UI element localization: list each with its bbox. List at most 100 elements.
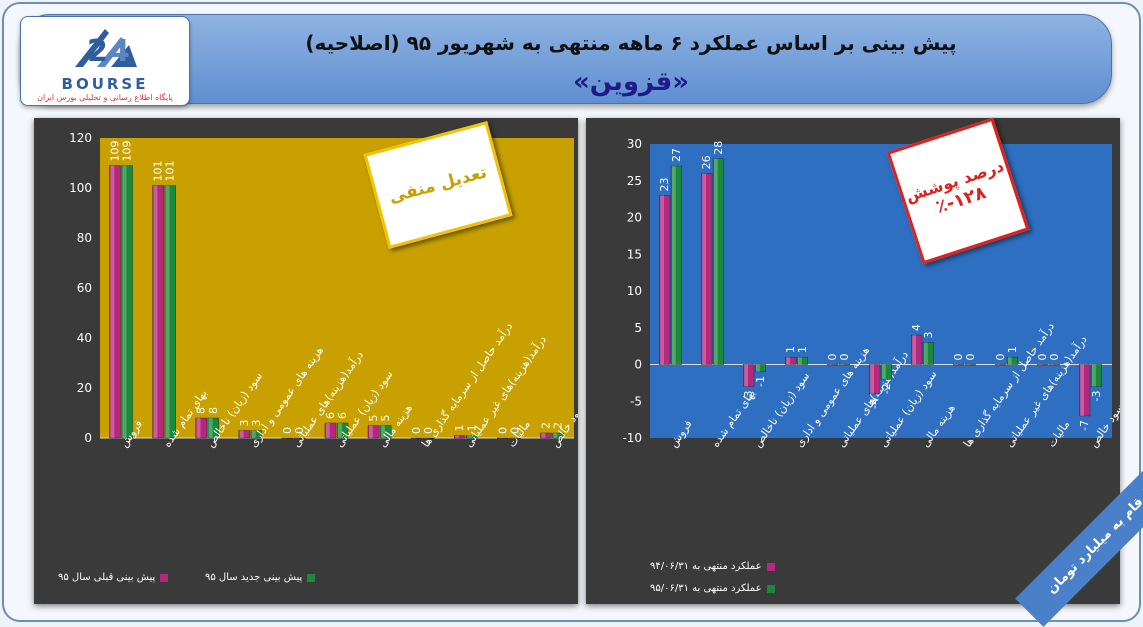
legend-swatch-magenta [766,562,775,571]
data-label: 0 [422,427,435,434]
bar [281,437,294,439]
bar-highlight [1092,364,1096,387]
data-label: 0 [281,427,294,434]
bar-highlight [966,364,970,365]
bar-highlight [208,418,213,438]
data-label: 0 [964,354,977,361]
data-label: 5 [367,415,380,422]
bar [1079,364,1091,417]
data-label: 3 [238,420,251,427]
bar [701,173,713,365]
data-label: 0 [826,354,839,361]
bar-highlight [424,438,429,439]
bar-highlight [744,364,749,387]
bar-highlight [338,423,342,438]
adjustment-note-text: تعدیل منفی [387,162,489,208]
y-tick-label: 0 [84,431,92,445]
y-tick-label: 0 [634,358,642,372]
data-label: 0 [838,354,851,361]
y-tick-label: 20 [627,211,642,225]
bar-highlight [325,423,330,438]
y-tick-label: 15 [627,247,642,261]
y-tick-label: 20 [77,381,92,395]
bar [540,432,552,439]
bar-highlight [1080,364,1085,416]
bar-highlight [702,173,707,365]
data-label: -4 [868,398,881,409]
bar-highlight [153,185,158,438]
bar [152,185,164,439]
data-label: 109 [121,141,134,162]
data-label: 1 [465,425,478,432]
y-tick-label: 40 [77,331,92,345]
bar [869,364,881,395]
bar-highlight [798,357,802,365]
bar [1037,364,1049,366]
bar-highlight [196,418,201,438]
bar-highlight [381,425,385,438]
bar-highlight [498,438,503,439]
bar [109,165,121,439]
data-label: 8 [207,407,220,414]
right-chart-panel: -10 -5 0 5 10 15 20 25 30 23 27 فروش 26 28 بهای تمام ش… [586,118,1126,604]
right-legend-series2: عملکرد منتهی به ۹۵/۰۶/۳۱ [650,583,775,594]
y-tick-label: 10 [627,284,642,298]
data-label: 26 [700,155,713,169]
right-legend-series2-label: عملکرد منتهی به ۹۵/۰۶/۳۱ [650,583,762,594]
y-tick-label: 25 [627,174,642,188]
data-label: 0 [952,354,965,361]
data-label: 0 [410,427,423,434]
bar [336,422,349,439]
bar [410,437,423,439]
bar-highlight [870,364,875,394]
data-label: 0 [496,427,509,434]
bar [422,437,435,439]
bar [1006,356,1018,365]
y-tick-label: 80 [77,231,92,245]
left-legend-series1: پیش بینی قبلی سال ۹۵ [58,572,169,583]
data-label: 109 [109,141,122,162]
bar-highlight [541,433,546,438]
data-label: 6 [324,412,337,419]
data-label: 3 [922,331,935,338]
bar [454,435,466,439]
bar [754,364,766,373]
bar-highlight [369,425,373,438]
bar [838,364,850,366]
logo-subtitle: پایگاه اطلاع رسانی و تحلیلی بورس ایران [37,93,173,102]
bar-highlight [165,185,170,438]
data-label: 28 [712,141,725,155]
bourse-logo-icon: 2 4 [75,29,137,69]
legend-swatch-green [307,573,316,582]
left-chart-panel: 0 20 40 60 80 100 120 109 109 فروش 101 101 بهای تمام… [34,118,588,604]
bar [922,342,934,365]
legend-swatch-magenta [160,573,169,582]
bar-highlight [1050,364,1054,365]
bar [1090,364,1102,387]
data-label: -3 [742,391,755,402]
bar [195,417,207,439]
data-label: 0 [293,427,306,434]
data-label: 23 [658,177,671,191]
bar [250,430,263,439]
bar [995,364,1007,366]
data-label: 0 [994,354,1007,361]
bar-highlight [714,158,718,365]
y-tick-label: 5 [634,321,642,335]
logo: 2 4 BOURSE پایگاه اطلاع رسانی و تحلیلی ب… [20,16,190,106]
bar-highlight [660,195,665,365]
bar-highlight [912,335,917,365]
bar [880,364,892,380]
bar-highlight [251,430,256,438]
data-label: 0 [1036,354,1049,361]
plot-area [650,144,1112,438]
bar-highlight [840,364,844,365]
bar [466,435,478,439]
bar [953,364,965,366]
data-label: 4 [910,324,923,331]
bar-highlight [924,342,928,365]
data-label: 0 [1048,354,1061,361]
bar-highlight [756,364,760,372]
bar [293,437,306,439]
